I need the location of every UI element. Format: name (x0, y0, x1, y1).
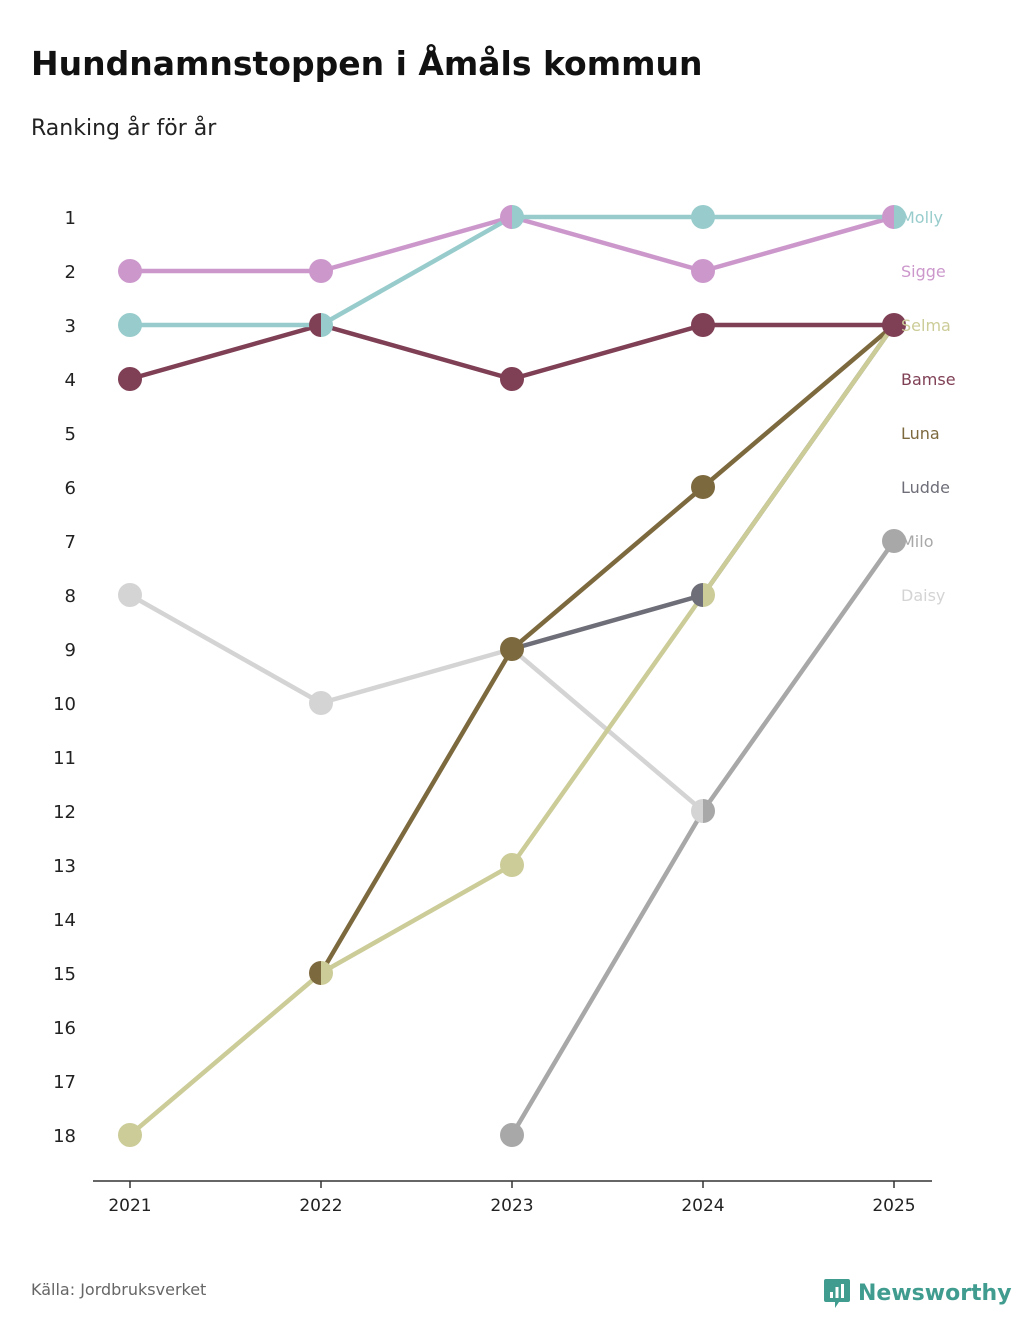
series-label-ludde: Ludde (901, 478, 950, 497)
series-line-luna (318, 322, 897, 976)
point-milo (703, 799, 715, 823)
point-sigge (882, 205, 894, 229)
point-selma (321, 961, 333, 985)
y-tick-label: 6 (65, 478, 76, 499)
chart-title: Hundnamnstoppen i Åmåls kommun (31, 44, 703, 83)
series-labels: Molly Sigge Selma Bamse Luna Ludde Milo Daisy (901, 208, 956, 605)
brand-name: Newsworthy (858, 1280, 1012, 1306)
point-selma (703, 583, 715, 607)
series-line-daisy (127, 592, 706, 814)
series-label-luna: Luna (901, 424, 940, 443)
y-tick-label: 10 (53, 694, 76, 715)
x-tick-label: 2021 (108, 1196, 151, 1216)
point-milo (882, 529, 906, 553)
series-label-sigge: Sigge (901, 262, 946, 281)
source-note: Källa: Jordbruksverket (31, 1280, 207, 1299)
point-daisy (309, 691, 333, 715)
point-luna (309, 961, 321, 985)
point-bamse (691, 313, 715, 337)
point-bamse (309, 313, 321, 337)
point-daisy (118, 583, 142, 607)
point-luna (500, 637, 524, 661)
y-tick-label: 2 (65, 262, 76, 283)
point-ludde (691, 583, 703, 607)
y-tick-label: 16 (53, 1018, 76, 1039)
point-molly (118, 313, 142, 337)
y-tick-label: 11 (53, 748, 76, 769)
series-label-molly: Molly (901, 208, 943, 227)
series-line-selma (127, 322, 897, 1138)
y-tick-label: 12 (53, 802, 76, 823)
x-axis: 2021 2022 2023 2024 2025 (93, 1180, 932, 1216)
point-sigge (118, 259, 142, 283)
series-lines (127, 214, 897, 1138)
point-sigge (691, 259, 715, 283)
series-label-selma: Selma (901, 316, 951, 335)
point-selma (118, 1123, 142, 1147)
newsworthy-logo-icon (824, 1279, 850, 1308)
x-tick-label: 2023 (490, 1196, 533, 1216)
y-tick-label: 8 (65, 586, 76, 607)
y-tick-label: 3 (65, 316, 76, 337)
series-label-milo: Milo (901, 532, 933, 551)
x-tick-label: 2022 (299, 1196, 342, 1216)
point-molly (321, 313, 333, 337)
point-sigge (500, 205, 512, 229)
point-bamse (882, 313, 906, 337)
point-bamse (500, 367, 524, 391)
x-tick-label: 2025 (872, 1196, 915, 1216)
point-luna (691, 475, 715, 499)
point-bamse (118, 367, 142, 391)
point-sigge (309, 259, 333, 283)
y-tick-label: 7 (65, 532, 76, 553)
point-selma (500, 853, 524, 877)
point-molly (894, 205, 906, 229)
series-line-milo (509, 538, 897, 1138)
y-tick-label: 14 (53, 910, 76, 931)
y-tick-label: 17 (53, 1072, 76, 1093)
point-milo (500, 1123, 524, 1147)
point-daisy (691, 799, 703, 823)
y-tick-label: 13 (53, 856, 76, 877)
y-tick-label: 4 (65, 370, 76, 391)
y-tick-label: 1 (65, 208, 76, 229)
point-molly (512, 205, 524, 229)
y-tick-label: 9 (65, 640, 76, 661)
series-label-daisy: Daisy (901, 586, 945, 605)
point-molly (691, 205, 715, 229)
y-tick-label: 15 (53, 964, 76, 985)
x-tick-label: 2024 (681, 1196, 724, 1216)
newsworthy-logo: Newsworthy (824, 1276, 1012, 1310)
series-label-bamse: Bamse (901, 370, 956, 389)
chart-subtitle: Ranking år för år (31, 116, 217, 141)
y-tick-label: 5 (65, 424, 76, 445)
series-points (118, 205, 906, 1147)
y-tick-label: 18 (53, 1126, 76, 1147)
